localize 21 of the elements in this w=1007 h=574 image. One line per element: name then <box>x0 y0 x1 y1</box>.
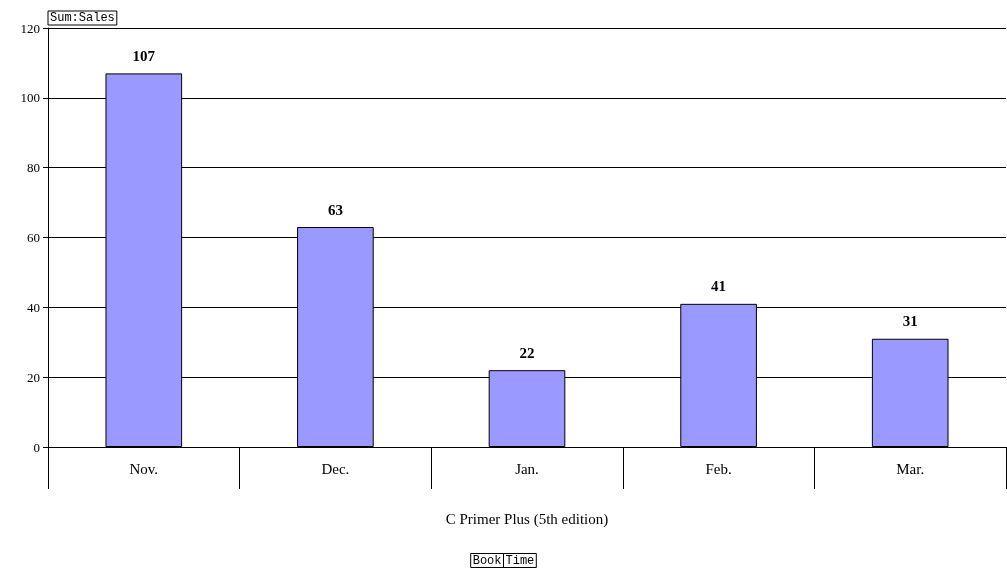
x-tick-label: Jan. <box>515 460 539 477</box>
x-tick-label: Mar. <box>896 460 925 477</box>
y-tick-label: 80 <box>27 160 40 176</box>
y-tick-label: 100 <box>20 90 40 106</box>
y-tick-label: 60 <box>27 230 40 245</box>
text: Time <box>505 553 535 568</box>
x-tick-label: Dec. <box>321 460 350 477</box>
text: Book <box>472 553 502 568</box>
data-label: 31 <box>902 313 918 330</box>
x-tick-label: Nov. <box>129 460 159 477</box>
x-axis-title: C Primer Plus (5th edition) <box>445 510 609 528</box>
y-axis-title: Sum:Sales <box>50 11 115 25</box>
data-label: 41 <box>711 278 727 295</box>
y-tick-label: 20 <box>27 369 40 385</box>
x-tick-label: Feb. <box>705 460 732 477</box>
y-tick-label: 120 <box>20 20 40 36</box>
y-tick-label: 0 <box>33 439 40 455</box>
data-label: 63 <box>327 201 343 218</box>
data-label: 107 <box>132 47 156 64</box>
y-tick-label: 40 <box>27 299 40 315</box>
data-label: 22 <box>519 344 535 361</box>
